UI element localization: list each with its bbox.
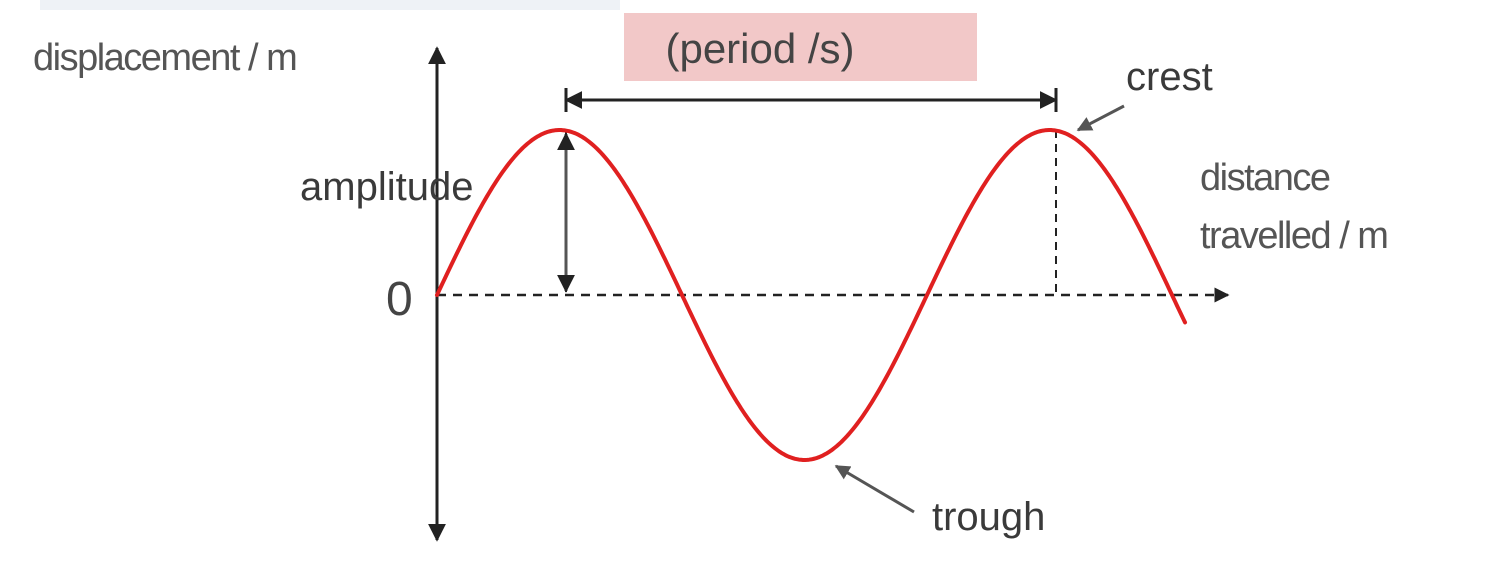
period-label-box <box>624 13 977 81</box>
trough-pointer-arrow <box>834 464 915 514</box>
y-axis-label: displacement / m <box>33 37 296 79</box>
x-axis-label-line1: distance <box>1200 157 1330 199</box>
origin-label: 0 <box>386 273 413 326</box>
trough-label: trough <box>932 495 1045 539</box>
wave-curve <box>435 128 1187 462</box>
amplitude-label: amplitude <box>300 165 473 209</box>
faded-header-remnant <box>40 0 620 10</box>
x-axis-label-line2: travelled / m <box>1200 215 1387 257</box>
crest-pointer-arrow <box>1076 104 1125 132</box>
period-label: (period /s) <box>665 25 854 72</box>
crest-label: crest <box>1126 55 1213 99</box>
